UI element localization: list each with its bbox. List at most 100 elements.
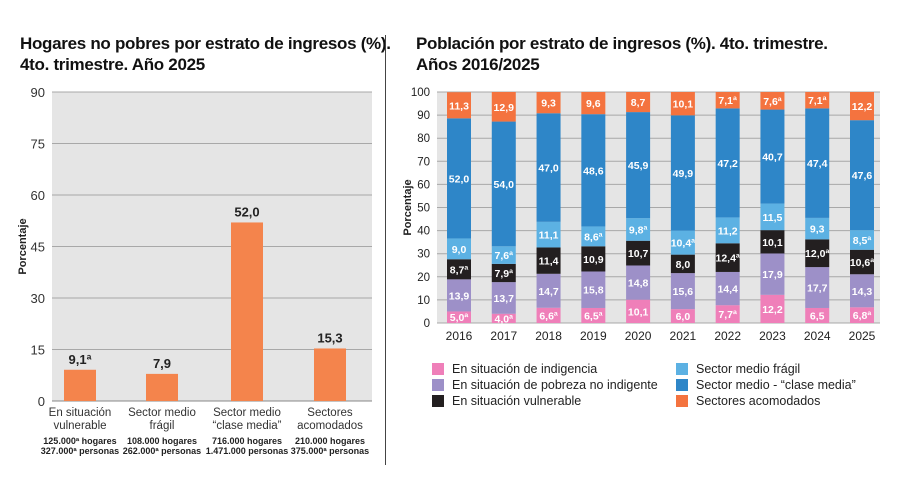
x-tick-label: 2024 <box>804 329 831 343</box>
stacked-segment <box>447 279 471 312</box>
x-tick-label: 2020 <box>625 329 652 343</box>
y-axis-label: Porcentaje <box>17 218 29 274</box>
right-title-line: Años 2016/2025 <box>416 55 540 74</box>
segment-label: 48,6 <box>583 165 604 177</box>
segment-label: 12,0ª <box>805 248 829 260</box>
segment-label: 49,9 <box>673 168 694 180</box>
stacked-segment <box>491 263 516 283</box>
segment-label: 13,9 <box>449 290 470 302</box>
stacked-segment <box>670 273 695 310</box>
legend-item: Sectores acomodados <box>676 394 820 408</box>
stacked-segment <box>715 305 740 323</box>
bar <box>314 348 346 401</box>
y-tick-label: 30 <box>31 291 45 306</box>
stacked-segment <box>491 313 516 323</box>
stacked-segment <box>447 92 471 119</box>
x-tick-label: 2023 <box>759 329 786 343</box>
y-tick-label: 80 <box>417 133 430 145</box>
x-tick-label: 2018 <box>535 329 562 343</box>
stacked-segment <box>670 115 695 231</box>
legend-label: En situación de pobreza no indigente <box>452 378 658 392</box>
y-tick-label: 90 <box>417 110 430 122</box>
stacked-segment <box>760 253 785 295</box>
segment-label: 7,6ª <box>763 96 782 108</box>
legend-swatch <box>432 395 444 407</box>
segment-label: 47,6 <box>852 170 873 182</box>
y-tick-label: 15 <box>31 343 45 358</box>
segment-label: 10,9 <box>583 254 604 266</box>
segment-label: 14,4 <box>717 284 738 296</box>
stacked-segment <box>581 226 606 247</box>
y-tick-label: 60 <box>31 188 45 203</box>
data-label: 15,3 <box>317 330 342 345</box>
stacked-segment <box>626 265 651 300</box>
stacked-segment <box>536 307 561 323</box>
legend-label: Sector medio frágil <box>696 362 801 376</box>
stacked-segment <box>805 217 830 240</box>
y-tick-label: 20 <box>417 272 430 284</box>
y-tick-label: 45 <box>31 240 45 255</box>
right-chart-title: Población por estrato de ingresos (%). 4… <box>416 33 828 75</box>
stacked-segment <box>805 108 830 218</box>
stacked-segment <box>715 108 740 218</box>
x-tick-label: 2016 <box>446 329 473 343</box>
x-tick-label: 2021 <box>670 329 697 343</box>
segment-label: 12,2 <box>762 304 783 316</box>
stacked-segment <box>626 240 651 266</box>
stacked-segment <box>760 294 785 323</box>
stacked-segment <box>491 282 516 314</box>
y-tick-label: 30 <box>417 249 430 261</box>
legend-swatch <box>676 395 688 407</box>
stacked-segment <box>850 92 874 121</box>
data-label: 7,9 <box>153 356 171 371</box>
y-tick-label: 100 <box>411 87 430 99</box>
stacked-segment <box>581 307 606 323</box>
segment-label: 8,7ª <box>450 264 469 276</box>
stacked-segment <box>715 271 740 306</box>
legend-item: Sector medio - “clase media” <box>676 378 856 392</box>
segment-label: 7,1ª <box>718 95 737 107</box>
legend-label: En situación de indigencia <box>452 362 598 376</box>
segment-label: 7,9ª <box>495 268 514 280</box>
y-tick-label: 50 <box>417 203 430 215</box>
segment-label: 9,6 <box>586 98 601 110</box>
legend-item: Sector medio frágil <box>676 362 800 376</box>
stacked-segment <box>760 230 785 254</box>
segment-label: 11,3 <box>449 100 469 112</box>
segment-label: 14,8 <box>628 278 649 290</box>
segment-label: 7,6ª <box>495 250 514 262</box>
stacked-segment <box>850 120 874 231</box>
stacked-segment <box>536 273 561 308</box>
segment-label: 10,1 <box>673 99 694 111</box>
segment-label: 40,7 <box>762 152 783 164</box>
left-title-line: Hogares no pobres por estrato de ingreso… <box>20 34 391 53</box>
data-label: 9,1ª <box>69 352 92 367</box>
sublabel: 375.000ª personas <box>291 446 369 456</box>
x-tick-label: Sectores <box>307 407 353 419</box>
segment-label: 10,1 <box>628 306 649 318</box>
stacked-segment <box>581 246 606 272</box>
stacked-segment <box>536 247 561 274</box>
segment-label: 10,7 <box>628 248 649 260</box>
segment-label: 45,9 <box>628 160 649 172</box>
sublabel: 327.000ª personas <box>41 446 119 456</box>
stacked-segment <box>670 92 695 116</box>
stacked-segment <box>581 114 606 227</box>
stacked-segment <box>670 309 695 323</box>
segment-label: 14,7 <box>538 286 559 298</box>
stacked-segment <box>670 254 695 274</box>
segment-label: 4,0ª <box>495 313 514 325</box>
x-tick-label: 2022 <box>714 329 741 343</box>
stacked-segment <box>805 92 830 109</box>
stacked-segment <box>447 118 471 239</box>
y-tick-label: 90 <box>31 85 45 100</box>
legend-label: En situación vulnerable <box>452 394 582 408</box>
divider <box>385 35 386 465</box>
stacked-segment <box>626 92 651 113</box>
segment-label: 11,5 <box>763 212 783 224</box>
stacked-segment <box>491 246 516 264</box>
y-tick-label: 40 <box>417 226 430 238</box>
segment-label: 47,0 <box>538 163 559 175</box>
x-tick-label: En situación <box>49 407 112 419</box>
legend-item: En situación vulnerable <box>432 394 581 408</box>
